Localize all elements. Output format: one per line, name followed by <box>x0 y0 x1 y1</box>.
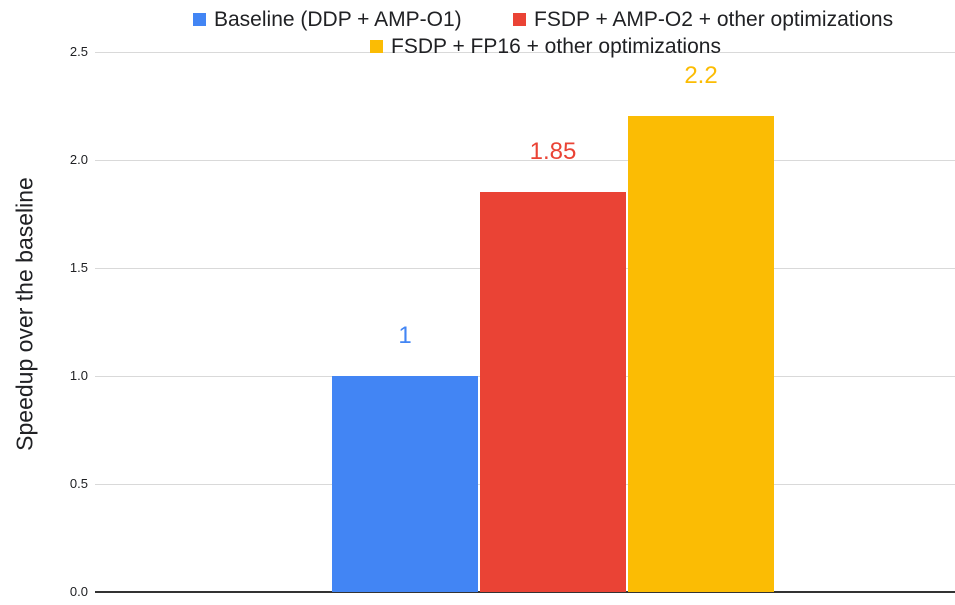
legend-label-fsdp-amp-o2: FSDP + AMP-O2 + other optimizations <box>534 8 894 31</box>
data-label-baseline-ddp-amp-o1: 1 <box>398 321 412 349</box>
y-tick-label-0.0: 0.0 <box>69 584 88 599</box>
gridline-2.0 <box>95 159 955 161</box>
legend-item-baseline: Baseline (DDP + AMP-O1) <box>193 6 462 33</box>
y-tick-label-1.5: 1.5 <box>69 259 88 275</box>
y-axis-title: Speedup over the baseline <box>11 177 38 451</box>
legend-swatch-baseline-icon <box>193 13 206 26</box>
bar-fsdp-amp-o2 <box>480 192 626 592</box>
legend-swatch-fsdp-amp-o2-icon <box>513 13 526 26</box>
y-tick-label-0.5: 0.5 <box>69 475 88 491</box>
gridline-2.5 <box>95 51 955 53</box>
legend-label-fsdp-fp16: FSDP + FP16 + other optimizations <box>391 35 721 58</box>
legend-swatch-fsdp-fp16-icon <box>370 40 383 53</box>
data-label-fsdp-fp16: 2.2 <box>684 62 718 90</box>
bar-fsdp-fp16 <box>628 116 774 592</box>
bar-baseline-ddp-amp-o1 <box>332 375 478 592</box>
legend-item-fsdp-amp-o2: FSDP + AMP-O2 + other optimizations <box>513 6 893 33</box>
y-tick-label-2.5: 2.5 <box>69 43 88 59</box>
legend-item-fsdp-fp16: FSDP + FP16 + other optimizations <box>370 33 721 60</box>
legend-label-baseline: Baseline (DDP + AMP-O1) <box>214 8 462 31</box>
y-tick-label-2.0: 2.0 <box>69 151 88 167</box>
data-label-fsdp-amp-o2: 1.85 <box>529 138 577 166</box>
y-tick-label-1.0: 1.0 <box>69 367 88 383</box>
x-axis-line <box>95 591 955 593</box>
